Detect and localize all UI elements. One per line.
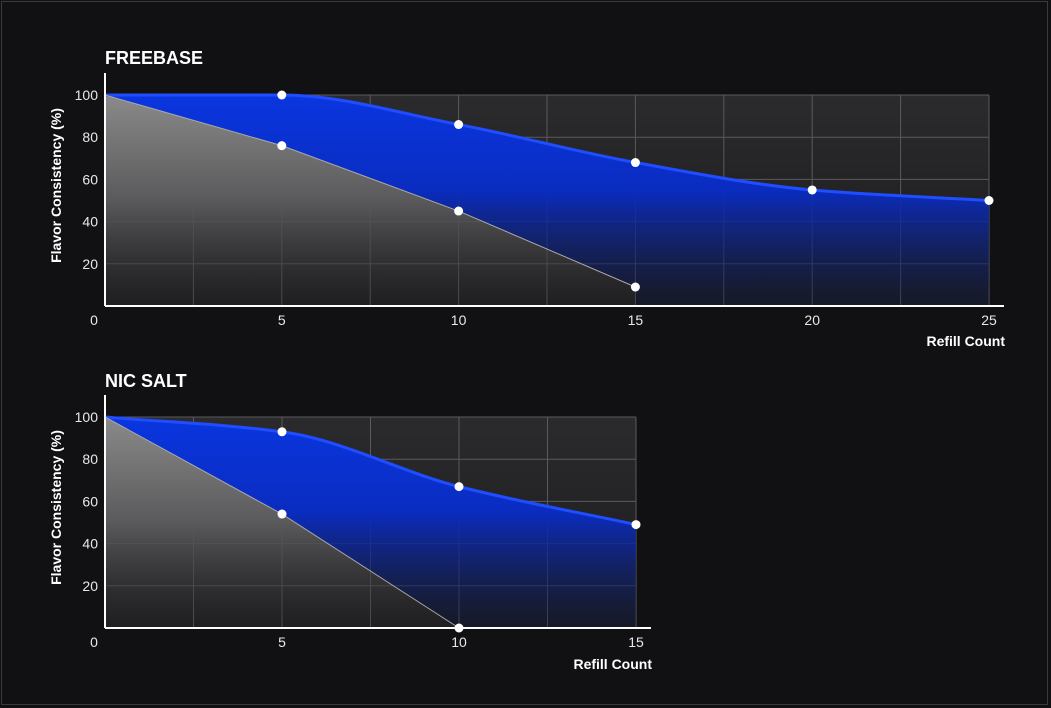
x-tick-label: 15 <box>628 634 644 650</box>
nic-salt-axes <box>104 395 651 629</box>
freebase-gray-line <box>104 94 636 288</box>
nic-salt-x-axis-label: Refill Count <box>573 656 652 672</box>
blue-series-point <box>630 158 640 168</box>
y-tick-label: 80 <box>82 129 98 145</box>
x-tick-label: 5 <box>278 312 286 328</box>
nic-salt-x-ticks: 0 5 10 15 <box>90 634 644 650</box>
freebase-x-ticks: 0 5 10 15 20 25 <box>90 312 997 328</box>
nic-salt-chart: NIC SALT 0 5 10 15 20 40 60 80 100 Refill Count… <box>48 371 652 672</box>
y-tick-label: 20 <box>82 256 98 272</box>
blue-series-point <box>631 520 641 530</box>
y-tick-label: 60 <box>82 493 98 509</box>
x-tick-label: 0 <box>90 634 98 650</box>
blue-series-point <box>807 185 817 195</box>
blue-series-point <box>984 196 994 205</box>
y-tick-label: 20 <box>82 578 98 594</box>
blue-series-point <box>277 90 287 100</box>
y-tick-label: 100 <box>75 87 99 103</box>
x-tick-label: 10 <box>451 312 467 328</box>
gray-series-point <box>630 282 640 292</box>
nic-salt-y-ticks: 20 40 60 80 100 <box>75 409 99 594</box>
nic-salt-blue-area <box>105 417 636 628</box>
x-tick-label: 0 <box>90 312 98 328</box>
gray-series-point <box>277 509 287 519</box>
nic-salt-gray-area <box>105 417 459 628</box>
y-tick-label: 40 <box>82 214 98 230</box>
blue-series-point <box>454 120 464 130</box>
x-tick-label: 20 <box>804 312 820 328</box>
freebase-chart: FREEBASE 0 5 10 15 20 25 20 40 60 80 100 Refill C… <box>48 48 1005 349</box>
freebase-points <box>277 90 994 292</box>
nic-salt-y-axis-label: Flavor Consistency (%) <box>48 430 64 585</box>
freebase-axes <box>104 73 1004 307</box>
y-tick-label: 100 <box>75 409 99 425</box>
nic-salt-blue-line <box>104 415 637 527</box>
freebase-blue-line <box>104 93 990 202</box>
x-tick-label: 15 <box>628 312 644 328</box>
blue-series-point <box>454 482 464 492</box>
freebase-blue-area <box>105 95 989 306</box>
gray-series-point <box>277 141 287 151</box>
x-tick-label: 25 <box>981 312 997 328</box>
freebase-title: FREEBASE <box>105 48 203 68</box>
y-tick-label: 40 <box>82 536 98 552</box>
freebase-x-axis-label: Refill Count <box>926 333 1005 349</box>
gray-series-point <box>454 206 464 216</box>
x-tick-label: 10 <box>451 634 467 650</box>
y-tick-label: 80 <box>82 451 98 467</box>
freebase-y-ticks: 20 40 60 80 100 <box>75 87 99 272</box>
freebase-gray-area <box>105 95 636 306</box>
x-tick-label: 5 <box>278 634 286 650</box>
nic-salt-points <box>277 427 641 633</box>
blue-series-point <box>277 427 287 437</box>
y-tick-label: 60 <box>82 171 98 187</box>
freebase-y-axis-label: Flavor Consistency (%) <box>48 108 64 263</box>
nic-salt-title: NIC SALT <box>105 371 187 391</box>
